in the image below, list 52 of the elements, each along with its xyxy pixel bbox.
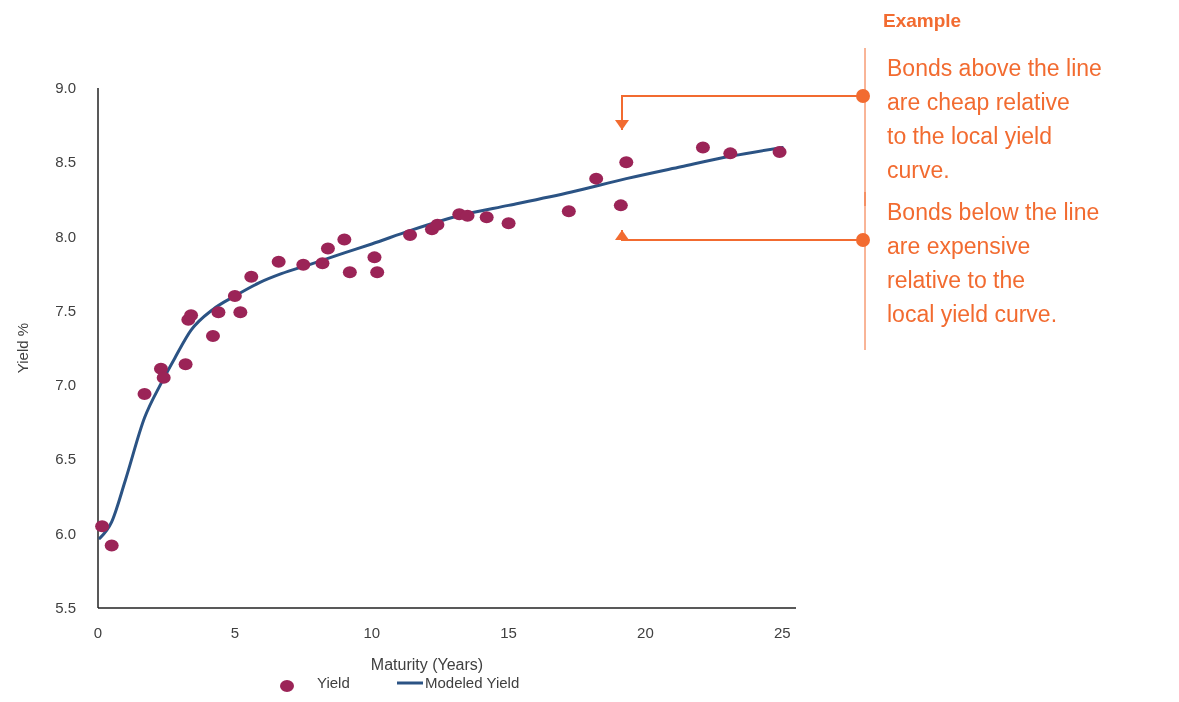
y-tick-label: 8.5 [55,153,76,171]
legend-label: Modeled Yield [425,674,520,691]
point [137,388,152,401]
x-tick-label: 10 [363,624,381,641]
point [370,266,385,279]
point [723,147,738,160]
point [501,217,516,230]
x-tick-label: 20 [637,624,654,641]
y-tick-label: 7.0 [55,376,76,394]
x-axis-title: Maturity (Years) [370,656,484,673]
point [156,371,171,384]
point [227,290,242,302]
point [460,209,475,222]
point [367,251,382,264]
point [561,205,576,218]
y-tick-label: 9.0 [55,79,76,96]
point [233,306,248,319]
text: Example [883,10,962,31]
point [320,242,335,255]
point [315,257,330,270]
point [619,156,634,169]
x-tick-label: 15 [500,624,517,641]
point [695,141,710,154]
text: Bonds above the line are cheap relative to the local yield curve. [887,55,1102,183]
x-tick-label: 5 [230,624,240,641]
point [479,211,494,224]
x-tick-label: 0 [93,624,103,641]
text: Bonds below the line are expensive relative to the local yield curve. [887,199,1100,327]
y-tick-label: 6.0 [55,524,76,542]
point [178,358,193,371]
point [589,172,604,185]
point [95,520,110,533]
point [342,266,357,279]
y-tick-label: 6.5 [55,450,76,468]
y-tick-label: 5.5 [55,599,76,616]
point [184,309,199,322]
legend-label: Yield [317,674,350,691]
point [772,145,787,158]
x-tick-label: 25 [773,624,791,641]
point [613,199,628,212]
y-tick-label: 7.5 [55,301,76,319]
point [296,258,311,271]
y-axis-title: Yield % [14,322,31,374]
point [205,330,220,343]
point [211,306,226,319]
point [271,255,286,268]
point [403,229,418,242]
y-tick-label: 8.0 [55,227,76,245]
point [430,218,445,231]
point [337,233,352,246]
point [244,270,259,283]
point [104,539,119,552]
